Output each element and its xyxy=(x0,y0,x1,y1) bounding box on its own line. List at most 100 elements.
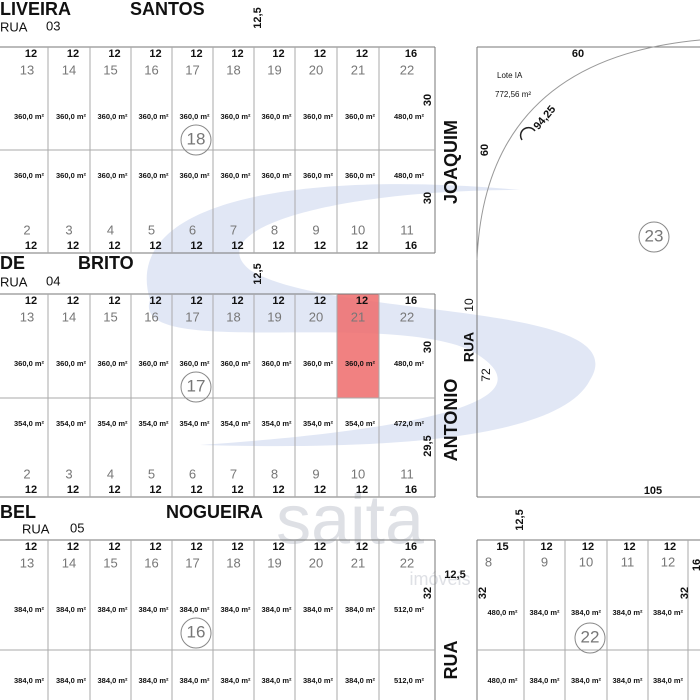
lot-number: 11 xyxy=(400,222,414,237)
lot-area: 360,0 m² xyxy=(261,171,292,180)
street-label: BEL xyxy=(0,502,36,522)
lot-number: 9 xyxy=(312,222,319,237)
lot-width: 12 xyxy=(314,48,326,60)
lot-width: 12 xyxy=(149,48,161,60)
lot-width: 12 xyxy=(664,541,676,553)
lot-width: 12 xyxy=(540,541,552,553)
lot-width: 12 xyxy=(231,541,243,553)
street-label: 72 xyxy=(479,368,493,382)
lot-width: 12 xyxy=(623,541,635,553)
lot-area: 360,0 m² xyxy=(345,171,376,180)
lot-number: 6 xyxy=(189,466,196,481)
block-circle xyxy=(180,371,212,403)
lot-width: 12 xyxy=(149,484,161,496)
lot-area: 480,0 m² xyxy=(394,171,425,180)
street-label: 04 xyxy=(46,273,60,288)
lot-width: 16 xyxy=(405,541,417,553)
lot-area: 472,0 m² xyxy=(394,419,425,428)
lot-width: 12 xyxy=(108,484,120,496)
lot-area: 384,0 m² xyxy=(345,676,376,685)
lot-number: 13 xyxy=(20,555,34,570)
lot-number: 19 xyxy=(267,309,281,324)
lot-number: 12 xyxy=(661,554,675,569)
lot-number: 17 xyxy=(185,309,199,324)
lot-width: 12 xyxy=(231,295,243,307)
lot-width: 12 xyxy=(67,484,79,496)
lot-area: 360,0 m² xyxy=(97,171,128,180)
lot-width: 12 xyxy=(272,48,284,60)
street-label: 12,5 xyxy=(252,263,264,284)
lot-area: 360,0 m² xyxy=(303,359,334,368)
lot-area: 772,56 m² xyxy=(495,90,531,99)
lot-width: 60 xyxy=(572,48,584,60)
lot-area: 354,0 m² xyxy=(303,419,334,428)
lot-curve xyxy=(476,39,700,261)
lot-area: 384,0 m² xyxy=(612,676,643,685)
lot-area: 480,0 m² xyxy=(487,676,518,685)
lot-width: 60 xyxy=(479,144,491,156)
lot-area: 384,0 m² xyxy=(97,676,128,685)
lot-width: 12 xyxy=(25,48,37,60)
lot-width: 12 xyxy=(108,541,120,553)
depth: 32 xyxy=(679,587,691,599)
lot-number: 22 xyxy=(400,309,414,324)
lot-number: 4 xyxy=(107,222,114,237)
lot-width: 12 xyxy=(190,240,202,252)
block-circle xyxy=(180,617,212,649)
street-label: JOAQUIM xyxy=(441,120,461,204)
lot-width: 12 xyxy=(314,541,326,553)
lot-area: 354,0 m² xyxy=(179,419,210,428)
lot-width: 12 xyxy=(25,541,37,553)
lot-number: 4 xyxy=(107,466,114,481)
lot-number: 15 xyxy=(103,62,117,77)
street-label: 12,5 xyxy=(514,509,526,530)
lot-width: 12 xyxy=(356,541,368,553)
lot-width: 12 xyxy=(108,295,120,307)
lot-area: 360,0 m² xyxy=(220,171,251,180)
lot-area: 360,0 m² xyxy=(303,112,334,121)
lot-area: 360,0 m² xyxy=(261,112,292,121)
lot-number: 7 xyxy=(230,466,237,481)
lot-area: 384,0 m² xyxy=(261,605,292,614)
watermark-text: saita xyxy=(276,480,424,558)
lot-width: 12 xyxy=(356,295,368,307)
lot-number: 14 xyxy=(62,62,76,77)
lot-width: 12 xyxy=(356,48,368,60)
lot-number: 21 xyxy=(351,555,365,570)
lot-area: 384,0 m² xyxy=(303,605,334,614)
block-number: 17 xyxy=(187,376,206,395)
lot-width: 12 xyxy=(25,484,37,496)
lot-area: 384,0 m² xyxy=(571,676,602,685)
lot-number: 20 xyxy=(309,62,323,77)
street-label: NOGUEIRA xyxy=(166,502,263,522)
lot-number: 8 xyxy=(271,222,278,237)
lot-area: 360,0 m² xyxy=(345,359,376,368)
lot-area: 480,0 m² xyxy=(487,608,518,617)
lot-number: 6 xyxy=(189,222,196,237)
lot-area: 354,0 m² xyxy=(345,419,376,428)
lot-number: 8 xyxy=(485,554,492,569)
depth: 30 xyxy=(422,341,434,353)
lot-number: 20 xyxy=(309,309,323,324)
lot-width: 12 xyxy=(108,48,120,60)
street-label: LIVEIRA xyxy=(0,0,71,19)
lot-number: 10 xyxy=(351,222,365,237)
lot-width: 12 xyxy=(356,240,368,252)
lot-number: 15 xyxy=(103,555,117,570)
lot-width: 12 xyxy=(356,484,368,496)
lot-number: 20 xyxy=(309,555,323,570)
lot-area: 384,0 m² xyxy=(56,676,87,685)
lot-area: 360,0 m² xyxy=(14,112,45,121)
street-label: DE xyxy=(0,253,25,273)
street-label: RUA xyxy=(0,19,28,34)
lot-number: 3 xyxy=(65,466,72,481)
lot-area: 384,0 m² xyxy=(220,676,251,685)
lot-width: 12 xyxy=(190,484,202,496)
lot-width: 16 xyxy=(405,295,417,307)
lot-width: 12 xyxy=(25,240,37,252)
lot-area: 360,0 m² xyxy=(261,359,292,368)
lot-number: 21 xyxy=(351,62,365,77)
lot-number: 14 xyxy=(62,309,76,324)
lot-width: 16 xyxy=(405,240,417,252)
